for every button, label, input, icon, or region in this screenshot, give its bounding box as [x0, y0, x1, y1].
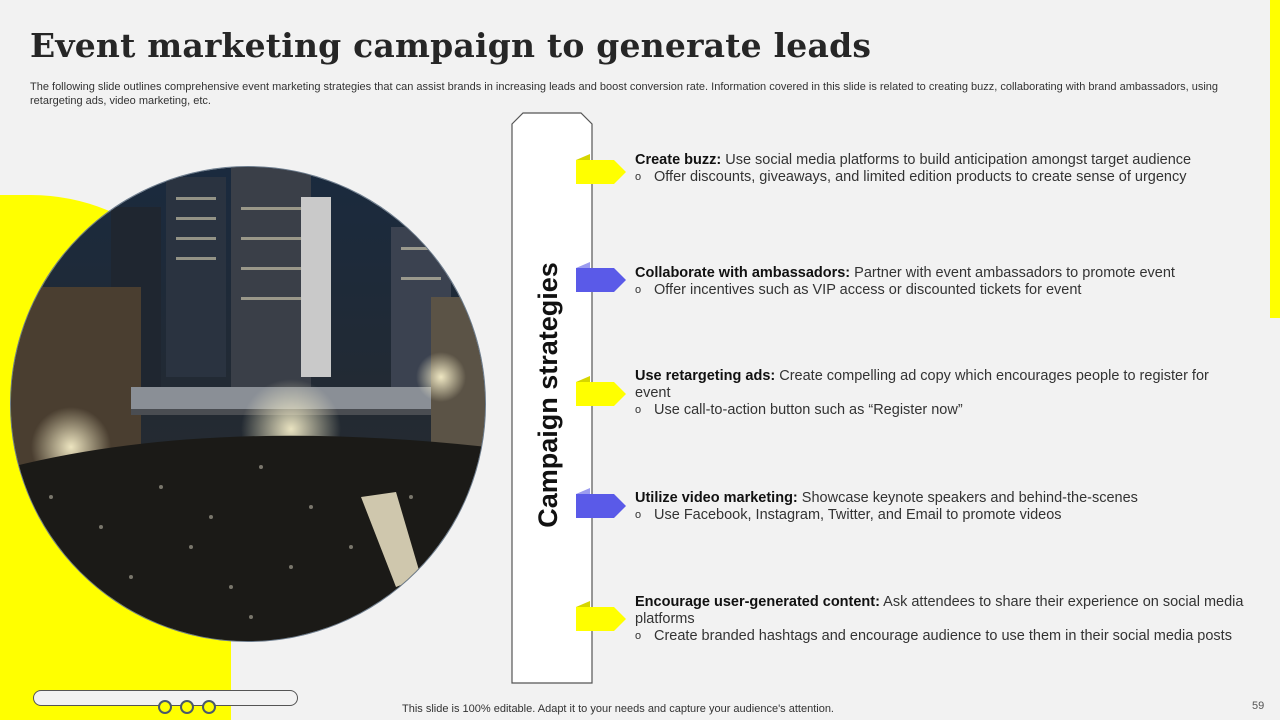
- footer-note: This slide is 100% editable. Adapt it to…: [402, 703, 834, 715]
- event-crowd-photo: [10, 166, 486, 642]
- strategy-description: Partner with event ambassadors to promot…: [850, 265, 1175, 281]
- strategy-item-video-marketing: Utilize video marketing: Showcase keynot…: [635, 490, 1245, 524]
- tag-marker-4: [576, 488, 626, 518]
- strategy-heading: Create buzz:: [635, 152, 722, 168]
- bullet-mark: o: [635, 171, 642, 183]
- tag-marker-5: [576, 601, 626, 631]
- slide-subtitle: The following slide outlines comprehensi…: [30, 81, 1219, 107]
- strategy-heading: Encourage user-generated content:: [635, 594, 880, 610]
- strategy-item-user-content: Encourage user-generated content: Ask at…: [635, 594, 1245, 645]
- tag-marker-2: [576, 262, 626, 292]
- slide-title: Event marketing campaign to generate lea…: [30, 26, 872, 65]
- strategy-bullet: Offer discounts, giveaways, and limited …: [654, 169, 1187, 185]
- dot-icon: [202, 700, 216, 714]
- strategy-item-retargeting: Use retargeting ads: Create compelling a…: [635, 368, 1245, 419]
- strategy-heading: Collaborate with ambassadors:: [635, 265, 851, 281]
- bullet-mark: o: [635, 630, 642, 642]
- strategy-bullet: Create branded hashtags and encourage au…: [654, 628, 1232, 644]
- pillar-label: Campaign strategies: [533, 262, 563, 528]
- strategy-bullet: Offer incentives such as VIP access or d…: [654, 282, 1082, 298]
- strategy-bullet: Use Facebook, Instagram, Twitter, and Em…: [654, 507, 1062, 523]
- dot-icon: [158, 700, 172, 714]
- bullet-mark: o: [635, 284, 642, 296]
- dot-icon: [180, 700, 194, 714]
- strategy-pillar: [511, 112, 593, 684]
- bullet-mark: o: [635, 509, 642, 521]
- strategy-description: Ask attendees to share their experience …: [635, 594, 1244, 627]
- right-accent-bar: [1270, 0, 1280, 318]
- bullet-mark: o: [635, 404, 642, 416]
- tag-marker-3: [576, 376, 626, 406]
- strategy-item-create-buzz: Create buzz: Use social media platforms …: [635, 152, 1245, 186]
- strategy-heading: Use retargeting ads:: [635, 368, 776, 384]
- strategy-heading: Utilize video marketing:: [635, 490, 798, 506]
- strategy-item-ambassadors: Collaborate with ambassadors: Partner wi…: [635, 265, 1245, 299]
- tag-marker-1: [576, 154, 626, 184]
- strategy-description: Showcase keynote speakers and behind-the…: [797, 490, 1138, 506]
- strategy-description: Use social media platforms to build anti…: [721, 152, 1192, 168]
- footer-dots: [158, 700, 216, 714]
- strategy-bullet: Use call-to-action button such as “Regis…: [654, 402, 963, 418]
- page-number: 59: [1252, 700, 1265, 712]
- strategy-description: Create compelling ad copy which encourag…: [635, 368, 1209, 401]
